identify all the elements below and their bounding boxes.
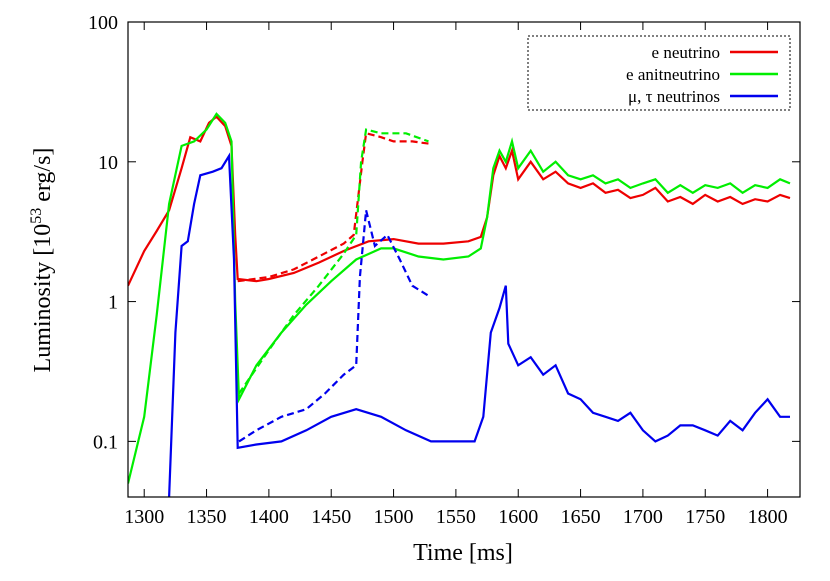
y-tick-label: 10 bbox=[98, 152, 118, 174]
y-axis-label-text: Luminosity [10 bbox=[30, 224, 56, 373]
x-tick-label: 1300 bbox=[124, 506, 164, 528]
y-axis-label-sup: 53 bbox=[28, 208, 45, 224]
line bbox=[128, 112, 791, 484]
x-tick-label: 1550 bbox=[436, 506, 476, 528]
x-tick-label: 1700 bbox=[623, 506, 663, 528]
y-tick-label: 100 bbox=[88, 12, 118, 34]
plot-frame bbox=[127, 21, 801, 498]
x-tick-label: 1400 bbox=[249, 506, 289, 528]
legend-label: e neutrino bbox=[652, 43, 720, 62]
line bbox=[168, 152, 790, 497]
y-axis-label-tail: erg/s] bbox=[30, 148, 56, 208]
line bbox=[128, 115, 791, 287]
x-tick-label: 1650 bbox=[561, 506, 601, 528]
x-axis-label: Time [ms] bbox=[413, 540, 513, 566]
x-tick-label: 1800 bbox=[748, 506, 788, 528]
x-tick-label: 1450 bbox=[311, 506, 351, 528]
x-tick-label: 1600 bbox=[498, 506, 538, 528]
x-tick-label: 1500 bbox=[374, 506, 414, 528]
x-tick-label: 1750 bbox=[685, 506, 725, 528]
dashed-line bbox=[238, 128, 429, 395]
y-tick-label: 1 bbox=[108, 292, 118, 314]
legend-label: e anitneutrino bbox=[626, 65, 720, 84]
legend-label: μ, τ neutrinos bbox=[628, 87, 720, 106]
dashed-line bbox=[238, 210, 430, 443]
y-axis-label: Luminosity [1053 erg/s] bbox=[28, 148, 56, 373]
y-tick-label: 0.1 bbox=[93, 431, 118, 453]
x-tick-label: 1350 bbox=[187, 506, 227, 528]
